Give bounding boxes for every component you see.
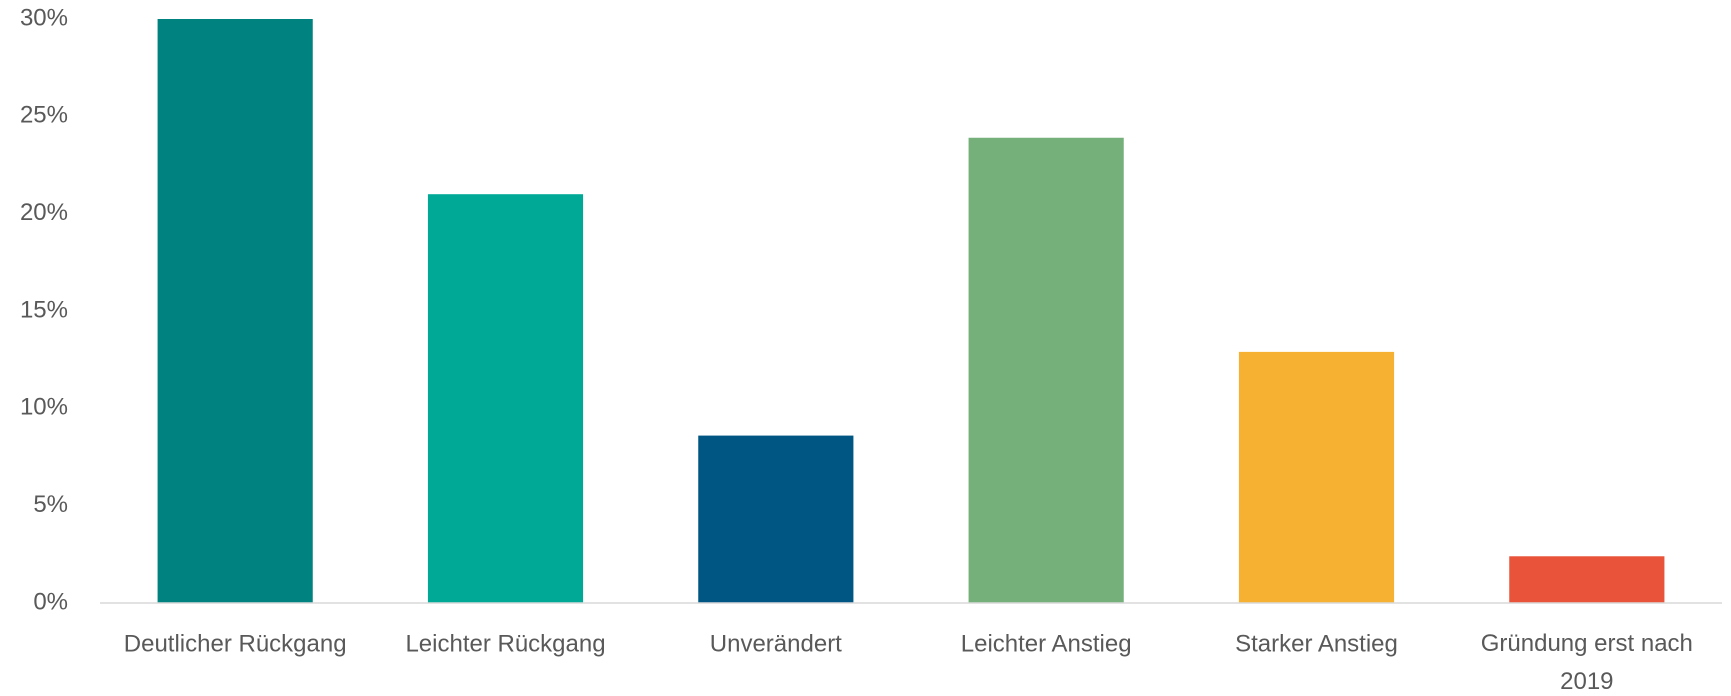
y-tick-label: 0%	[33, 588, 68, 615]
bar	[968, 137, 1124, 603]
y-tick-label: 25%	[20, 102, 68, 129]
x-tick-label: Gründung erst nach 2019	[1481, 630, 1693, 695]
x-tick-label: Unverändert	[710, 630, 842, 657]
bar	[157, 19, 313, 603]
y-tick-label: 5%	[33, 491, 68, 518]
x-tick-label: Starker Anstieg	[1235, 630, 1398, 657]
y-tick-label: 20%	[20, 199, 68, 226]
x-tick-label: Leichter Anstieg	[961, 630, 1132, 657]
x-tick-label: Deutlicher Rückgang	[124, 630, 347, 657]
bar	[698, 435, 854, 603]
bar	[1509, 556, 1665, 603]
bar	[427, 194, 584, 603]
x-tick-label: Leichter Rückgang	[405, 630, 605, 657]
bar	[1238, 351, 1395, 603]
y-tick-label: 10%	[20, 394, 68, 421]
y-tick-label: 30%	[20, 4, 68, 31]
y-tick-label: 15%	[20, 296, 68, 323]
